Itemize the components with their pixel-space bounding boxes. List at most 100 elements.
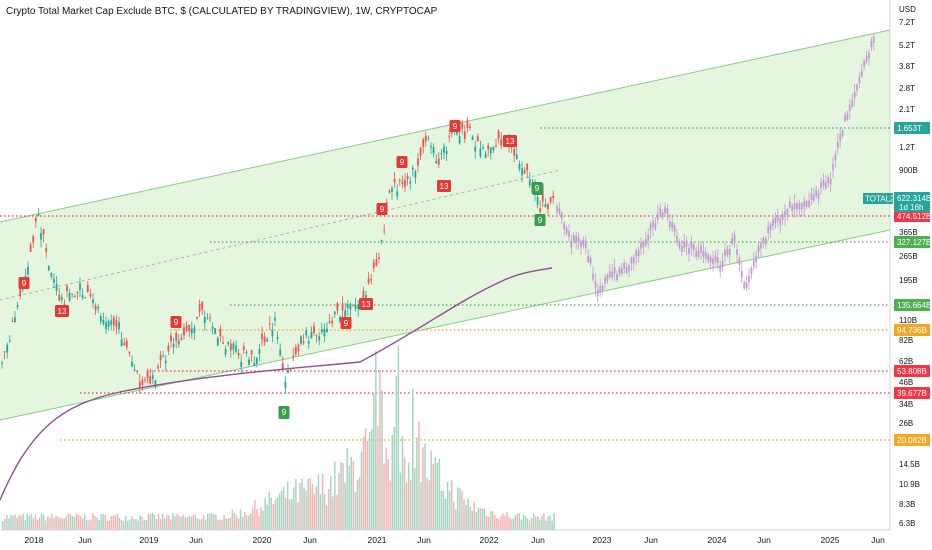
projection-body [712, 258, 714, 265]
projection-body [767, 226, 770, 233]
volume-bar [22, 513, 24, 530]
volume-bar [161, 513, 164, 530]
projection-body [656, 213, 659, 220]
candle-body [97, 306, 100, 309]
volume-bar [196, 518, 199, 530]
projection-body [745, 282, 748, 289]
candle-body [133, 369, 136, 371]
volume-bar [69, 514, 72, 530]
volume-bar [96, 517, 98, 530]
candle-body [414, 171, 417, 178]
candle-body [209, 317, 211, 319]
level-label: 327.127B [897, 238, 931, 247]
level-label: 53.808B [897, 367, 927, 376]
y-tick-label: 8.3B [899, 500, 915, 509]
volume-bar [397, 345, 400, 530]
volume-bar [465, 504, 467, 530]
candle-body [310, 332, 313, 339]
candle-body [102, 320, 105, 324]
candle-body [45, 247, 48, 252]
candle-body [318, 336, 321, 341]
x-tick-label: Jun [417, 535, 431, 545]
candle-body [125, 340, 128, 348]
projection-body [810, 193, 813, 200]
volume-bar [102, 513, 104, 530]
candle-body [60, 296, 63, 301]
x-tick-label: Jun [78, 535, 92, 545]
volume-bar [383, 463, 385, 530]
projection-body [733, 234, 736, 241]
volume-bar [524, 515, 527, 530]
volume-bar [463, 499, 465, 530]
candle-body [443, 146, 445, 153]
projection-body [848, 105, 851, 112]
volume-bar [360, 451, 363, 530]
sequential-marker [340, 317, 352, 329]
projection-body [678, 241, 681, 248]
projection-body [695, 250, 698, 257]
candle-body [339, 316, 341, 323]
candle-body [1, 362, 3, 364]
volume-bar [116, 513, 119, 530]
y-tick-label: 2.1T [899, 105, 915, 114]
x-tick-label: Jun [531, 535, 545, 545]
volume-bar [110, 516, 113, 530]
projection-body [856, 84, 858, 91]
projection-body [623, 262, 626, 269]
volume-bar [506, 512, 508, 530]
candle-body [193, 327, 196, 333]
volume-bar [38, 517, 41, 530]
candle-body [463, 131, 466, 140]
volume-bar [448, 490, 451, 530]
candle-body [68, 292, 71, 301]
volume-bar [180, 517, 182, 530]
volume-bar [170, 519, 172, 530]
candle-body [149, 376, 152, 384]
projection-body [683, 242, 686, 249]
level-badge [894, 387, 930, 399]
projection-body [820, 182, 822, 189]
projection-body [565, 227, 568, 234]
volume-bar [118, 518, 121, 530]
candle-body [131, 361, 133, 367]
sequential-marker-label: 9 [535, 184, 540, 193]
sequential-marker-label: 9 [22, 279, 27, 288]
projection-body [652, 221, 654, 228]
volume-bar [256, 509, 258, 530]
x-tick-label: 2022 [480, 535, 499, 545]
candle-body [357, 304, 360, 309]
volume-bar [469, 506, 471, 530]
projection-body [803, 201, 806, 208]
projection-body [666, 207, 669, 214]
volume-bar [319, 494, 322, 530]
projection-body [752, 260, 755, 267]
candle-body [302, 341, 305, 343]
volume-bar [174, 515, 176, 530]
candle-body [500, 139, 503, 146]
candle-body [492, 146, 495, 151]
volume-bar [325, 505, 328, 530]
projection-body [688, 248, 690, 255]
volume-bar [157, 513, 160, 530]
candle-body [99, 316, 102, 322]
projection-body [664, 207, 666, 214]
projection-body [791, 205, 794, 212]
y-tick-label: 2.8T [899, 84, 915, 93]
projection-body [668, 221, 671, 228]
sequential-marker [534, 214, 546, 226]
projection-body [594, 281, 597, 288]
volume-bar [377, 425, 379, 530]
volume-bar [327, 489, 330, 530]
projection-body [640, 242, 642, 249]
projection-body [757, 245, 760, 252]
volume-bar [475, 511, 478, 530]
candle-body [458, 136, 461, 144]
volume-bar [434, 457, 437, 530]
projection-body [628, 265, 630, 272]
volume-bar [352, 460, 355, 530]
projection-body [748, 275, 750, 282]
volume-bar [219, 519, 221, 530]
candle-body [76, 292, 79, 294]
volume-bar [446, 481, 449, 530]
